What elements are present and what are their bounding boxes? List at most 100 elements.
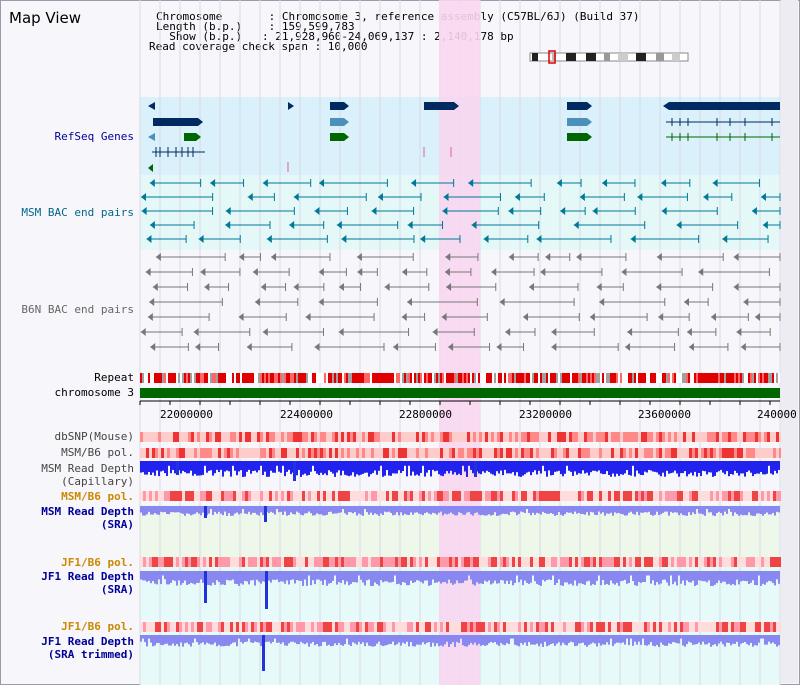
- bac-end-pair[interactable]: [147, 313, 210, 321]
- label-msm-pol-2[interactable]: MSM/B6 pol.: [61, 490, 134, 503]
- bac-end-pair[interactable]: [338, 328, 410, 336]
- bac-end-pair[interactable]: [210, 179, 245, 187]
- bac-end-pair[interactable]: [762, 221, 781, 229]
- bac-end-pair[interactable]: [448, 343, 491, 351]
- bac-end-pair[interactable]: [599, 298, 666, 306]
- bac-end-pair[interactable]: [260, 283, 287, 291]
- bac-end-pair[interactable]: [293, 283, 325, 291]
- bac-end-pair[interactable]: [630, 235, 700, 243]
- jf1-depth-trimmed-track[interactable]: [140, 635, 780, 671]
- bac-end-pair[interactable]: [293, 193, 367, 201]
- msm-depth-sra-track[interactable]: [140, 506, 780, 522]
- msm-pol-heat-track[interactable]: [140, 448, 782, 458]
- bac-end-pair[interactable]: [722, 235, 769, 243]
- jf1-depth-sra-track[interactable]: [140, 571, 780, 609]
- bac-end-pair[interactable]: [514, 193, 545, 201]
- bac-end-pair[interactable]: [341, 235, 415, 243]
- bac-end-pair[interactable]: [401, 313, 426, 321]
- bac-end-pair[interactable]: [676, 221, 739, 229]
- bac-end-pair[interactable]: [150, 343, 189, 351]
- bac-end-pair[interactable]: [556, 179, 582, 187]
- bac-end-pair[interactable]: [357, 268, 378, 276]
- bac-end-pair[interactable]: [627, 328, 679, 336]
- bac-end-pair[interactable]: [432, 328, 475, 336]
- jf1-pol-heat-track-2[interactable]: [140, 622, 782, 632]
- bac-end-pair[interactable]: [589, 313, 648, 321]
- bac-end-pair[interactable]: [540, 268, 603, 276]
- bac-end-pair[interactable]: [377, 193, 422, 201]
- bac-end-pair[interactable]: [314, 207, 348, 215]
- bac-end-pair[interactable]: [733, 283, 781, 291]
- bac-end-pair[interactable]: [442, 207, 499, 215]
- bac-end-pair[interactable]: [471, 221, 540, 229]
- bac-end-pair[interactable]: [661, 207, 718, 215]
- bac-end-pair[interactable]: [407, 221, 443, 229]
- label-jf1-pol-2[interactable]: JF1/B6 pol.: [61, 620, 134, 633]
- bac-end-pair[interactable]: [239, 253, 261, 261]
- bac-end-pair[interactable]: [146, 235, 187, 243]
- bac-end-pair[interactable]: [658, 313, 690, 321]
- bac-end-pair[interactable]: [536, 235, 612, 243]
- msm-pol-heat-track-2[interactable]: [140, 491, 782, 501]
- bac-end-pair[interactable]: [703, 193, 733, 201]
- bac-end-pair[interactable]: [545, 253, 571, 261]
- label-jf1-depth[interactable]: JF1 Read Depth: [41, 570, 134, 583]
- bac-end-pair[interactable]: [576, 253, 627, 261]
- bac-end-pair[interactable]: [637, 193, 688, 201]
- bac-end-pair[interactable]: [393, 343, 436, 351]
- bac-end-pair[interactable]: [621, 268, 683, 276]
- msm-bac-end-pairs[interactable]: [141, 179, 781, 243]
- bac-end-pair[interactable]: [338, 283, 362, 291]
- bac-end-pair[interactable]: [499, 298, 575, 306]
- label-refseq-genes[interactable]: RefSeq Genes: [54, 130, 134, 143]
- bac-end-pair[interactable]: [271, 253, 331, 261]
- bac-end-pair[interactable]: [318, 268, 347, 276]
- bac-end-pair[interactable]: [656, 253, 724, 261]
- label-dbsnp[interactable]: dbSNP(Mouse): [54, 430, 134, 443]
- bac-end-pair[interactable]: [445, 253, 479, 261]
- jf1-pol-heat-track[interactable]: [140, 557, 782, 567]
- bac-end-pair[interactable]: [508, 253, 539, 261]
- label-msm-depth-cap[interactable]: MSM Read Depth: [41, 462, 134, 475]
- bac-end-pair[interactable]: [319, 179, 388, 187]
- bac-end-pair[interactable]: [688, 343, 729, 351]
- bac-end-pair[interactable]: [508, 207, 542, 215]
- bac-end-pair[interactable]: [289, 221, 325, 229]
- bac-end-pair[interactable]: [523, 313, 580, 321]
- bac-end-pair[interactable]: [200, 268, 241, 276]
- bac-end-pair[interactable]: [266, 235, 328, 243]
- bac-end-pair[interactable]: [505, 328, 536, 336]
- bac-end-pair[interactable]: [254, 298, 299, 306]
- bac-end-pair[interactable]: [733, 253, 781, 261]
- bac-end-pair[interactable]: [204, 283, 230, 291]
- bac-end-pair[interactable]: [444, 268, 472, 276]
- bac-end-pair[interactable]: [736, 328, 771, 336]
- bac-end-pair[interactable]: [468, 179, 532, 187]
- bac-end-pair[interactable]: [155, 253, 226, 261]
- bac-end-pair[interactable]: [420, 235, 461, 243]
- bac-end-pair[interactable]: [491, 268, 535, 276]
- bac-end-pair[interactable]: [579, 193, 625, 201]
- bac-end-pair[interactable]: [483, 235, 529, 243]
- bac-end-pair[interactable]: [656, 283, 714, 291]
- msm-depth-capillary-track[interactable]: [140, 461, 780, 481]
- bac-end-pair[interactable]: [198, 235, 241, 243]
- bac-end-pair[interactable]: [711, 313, 749, 321]
- bac-end-pair[interactable]: [661, 179, 691, 187]
- label-msm-pol[interactable]: MSM/B6 pol.: [61, 446, 134, 459]
- label-jf1-trim[interactable]: JF1 Read Depth: [41, 635, 134, 648]
- chromosome-bar[interactable]: [140, 388, 780, 398]
- bac-end-pair[interactable]: [740, 343, 781, 351]
- bac-end-pair[interactable]: [596, 283, 624, 291]
- bac-end-pair[interactable]: [686, 328, 717, 336]
- bac-end-pair[interactable]: [252, 268, 290, 276]
- bac-end-pair[interactable]: [247, 193, 275, 201]
- bac-end-pair[interactable]: [149, 221, 195, 229]
- bac-end-pair[interactable]: [356, 253, 414, 261]
- bac-end-pair[interactable]: [225, 207, 295, 215]
- bac-end-pair[interactable]: [592, 207, 636, 215]
- bac-end-pair[interactable]: [371, 207, 415, 215]
- dbsnp-heat-track[interactable]: [140, 432, 782, 442]
- refseq-genes[interactable]: [148, 102, 780, 172]
- bac-end-pair[interactable]: [760, 193, 781, 201]
